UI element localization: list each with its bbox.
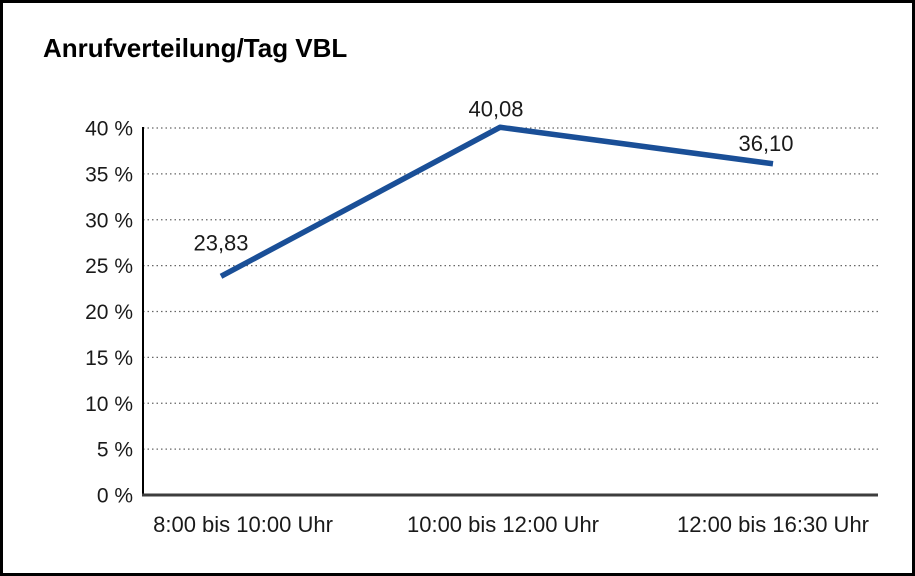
line-chart: 0 % 5 % 10 % 15 % 20 % 25 % 30 % 35 % 40 % 8:00 b… bbox=[85, 96, 878, 537]
y-tick-label: 30 % bbox=[85, 209, 133, 232]
x-category-label: 12:00 bis 16:30 Uhr bbox=[677, 512, 869, 537]
chart-title: Anrufverteilung/Tag VBL bbox=[43, 33, 348, 63]
y-tick-label: 0 % bbox=[97, 485, 133, 508]
x-category-label: 10:00 bis 12:00 Uhr bbox=[407, 512, 599, 537]
point-label: 23,83 bbox=[193, 230, 248, 255]
y-tick-label: 5 % bbox=[97, 439, 133, 462]
x-category-label: 8:00 bis 10:00 Uhr bbox=[153, 512, 333, 537]
y-tick-label: 40 % bbox=[85, 118, 133, 141]
point-label: 36,10 bbox=[738, 131, 793, 156]
y-tick-label: 35 % bbox=[85, 163, 133, 186]
point-label: 40,08 bbox=[468, 96, 523, 121]
y-tick-label: 25 % bbox=[85, 255, 133, 278]
y-tick-label: 20 % bbox=[85, 301, 133, 324]
y-tick-label: 10 % bbox=[85, 393, 133, 416]
y-tick-label: 15 % bbox=[85, 347, 133, 370]
data-line bbox=[219, 124, 774, 279]
